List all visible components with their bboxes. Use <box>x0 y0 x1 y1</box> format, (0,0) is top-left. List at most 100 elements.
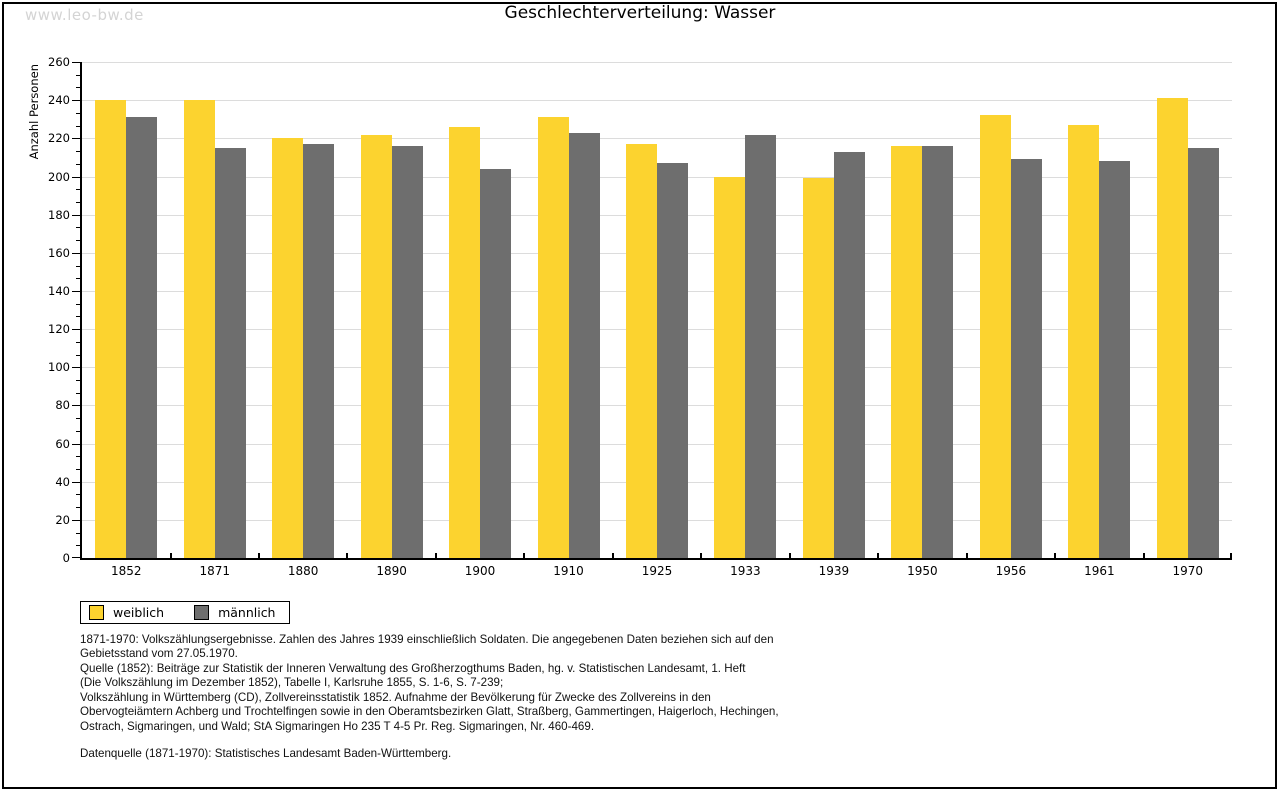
bar-group-1900 <box>436 126 525 558</box>
bar-männlich-1933 <box>745 134 777 558</box>
x-tick-label-1933: 1933 <box>730 564 761 578</box>
y-minor-tick <box>76 418 80 420</box>
bar-group-1956 <box>967 115 1056 558</box>
y-minor-tick <box>76 227 80 229</box>
legend-label-weiblich: weiblich <box>113 605 165 620</box>
y-tick-label-40: 40 <box>55 474 70 489</box>
bar-weiblich-1900 <box>449 126 481 558</box>
legend: weiblich männlich <box>80 601 291 624</box>
x-boundary-tick <box>169 553 172 558</box>
x-tick-label-1871: 1871 <box>199 564 231 578</box>
y-tick-0 <box>72 557 80 558</box>
legend-swatch-weiblich <box>89 605 104 620</box>
y-minor-tick <box>76 354 80 356</box>
y-tick-40 <box>72 481 80 483</box>
x-boundary-tick <box>1142 553 1145 558</box>
bar-männlich-1910 <box>568 132 600 558</box>
y-minor-tick <box>76 392 80 394</box>
bar-weiblich-1961 <box>1068 125 1100 558</box>
x-boundary-tick <box>877 553 880 558</box>
bar-group-1880 <box>259 138 348 558</box>
chart-title: Geschlechterverteilung: Wasser <box>504 3 776 23</box>
y-minor-tick <box>76 125 80 127</box>
bar-weiblich-1939 <box>802 178 834 558</box>
bar-weiblich-1910 <box>537 117 569 558</box>
y-minor-tick <box>76 532 80 534</box>
y-tick-260 <box>72 62 80 63</box>
x-boundary-tick <box>700 553 703 558</box>
bar-group-1925 <box>613 144 702 558</box>
legend-swatch-maennlich <box>194 605 210 620</box>
x-tick-label-1970: 1970 <box>1172 564 1204 578</box>
footnote-line-6: Obervogteiämtern Achberg und Trochtelfin… <box>80 705 779 719</box>
y-minor-tick <box>76 112 80 114</box>
y-tick-label-20: 20 <box>55 512 70 527</box>
footnote-line-1: 1871-1970: Volkszählungsergebnisse. Zahl… <box>80 633 774 646</box>
y-tick-60 <box>72 443 80 445</box>
bar-männlich-1900 <box>480 168 512 558</box>
bar-group-1871 <box>171 100 260 558</box>
bar-group-1852 <box>82 100 171 558</box>
legend-item-maennlich: männlich <box>194 605 275 620</box>
x-boundary-tick <box>1230 553 1232 558</box>
bar-group-1933 <box>701 134 790 558</box>
y-tick-label-200: 200 <box>48 169 70 184</box>
bar-weiblich-1933 <box>714 176 746 558</box>
bar-männlich-1961 <box>1099 161 1131 558</box>
y-minor-tick <box>76 151 80 152</box>
x-tick-label-1880: 1880 <box>287 564 319 578</box>
x-boundary-tick <box>788 553 791 558</box>
y-tick-180 <box>72 214 80 216</box>
bar-männlich-1939 <box>833 151 865 558</box>
y-tick-label-240: 240 <box>48 93 70 108</box>
footnote-line-2: Gebietsstand vom 27.05.1970. <box>80 647 238 661</box>
footnote: 1871-1970: Volkszählungsergebnisse. Zahl… <box>80 633 779 734</box>
bar-weiblich-1871 <box>183 100 215 558</box>
bar-group-1910 <box>524 117 613 558</box>
bar-männlich-1871 <box>214 147 246 558</box>
bar-group-1890 <box>347 134 436 558</box>
bar-weiblich-1880 <box>272 138 304 558</box>
y-minor-tick <box>76 87 80 89</box>
x-tick-label-1910: 1910 <box>553 564 584 578</box>
x-boundary-tick <box>965 553 968 558</box>
x-boundary-tick <box>611 553 614 558</box>
x-tick-label-1956: 1956 <box>995 564 1027 578</box>
y-minor-tick <box>76 379 80 381</box>
y-tick-240 <box>72 100 80 102</box>
y-minor-tick <box>76 456 80 458</box>
y-minor-tick <box>76 278 80 280</box>
y-minor-tick <box>76 507 80 509</box>
gridline-220 <box>82 138 1232 140</box>
x-boundary-tick <box>1054 553 1057 558</box>
x-boundary-tick <box>523 553 526 558</box>
gridline-260 <box>82 62 1232 63</box>
y-minor-tick <box>76 341 80 343</box>
bar-weiblich-1852 <box>95 100 127 558</box>
bar-group-1939 <box>790 151 879 558</box>
y-minor-tick <box>76 189 80 191</box>
x-tick-label-1890: 1890 <box>376 564 407 578</box>
y-tick-220 <box>72 138 80 140</box>
y-minor-tick <box>76 163 80 165</box>
bar-männlich-1890 <box>391 145 423 558</box>
bar-group-1970 <box>1144 98 1233 558</box>
x-boundary-tick <box>257 553 260 558</box>
footnote-line-4: (Die Volkszählung im Dezember 1852), Tab… <box>80 676 504 690</box>
footnote-line-3: Quelle (1852): Beiträge zur Statistik de… <box>80 661 746 675</box>
y-minor-tick <box>76 469 80 470</box>
bar-weiblich-1925 <box>626 144 658 558</box>
y-tick-label-60: 60 <box>55 436 70 451</box>
datasource-note: Datenquelle (1871-1970): Statistisches L… <box>80 747 452 760</box>
bar-männlich-1970 <box>1187 147 1219 558</box>
bar-group-1961 <box>1055 125 1144 558</box>
bar-weiblich-1956 <box>979 115 1011 558</box>
bar-männlich-1956 <box>1010 159 1042 558</box>
y-tick-label-120: 120 <box>48 322 70 337</box>
bar-männlich-1950 <box>922 145 954 558</box>
y-tick-160 <box>72 252 80 254</box>
x-boundary-tick <box>346 553 349 558</box>
y-minor-tick <box>76 265 80 267</box>
y-tick-80 <box>72 405 80 407</box>
y-minor-tick <box>76 201 80 203</box>
